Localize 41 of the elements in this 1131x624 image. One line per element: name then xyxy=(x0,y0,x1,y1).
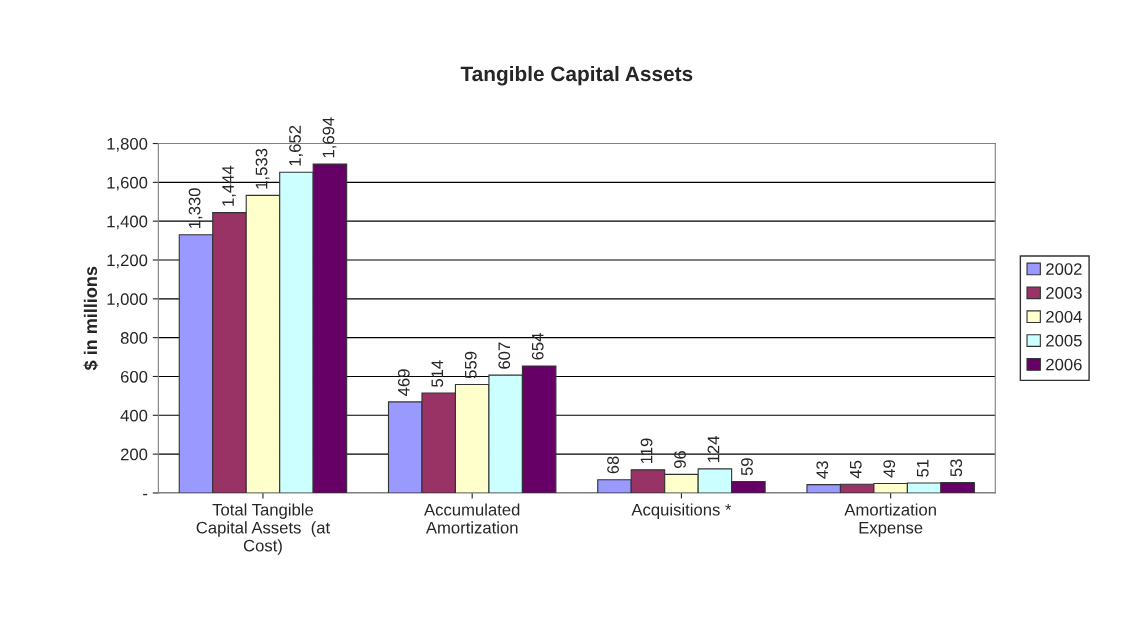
y-tick-label: 1,600 xyxy=(107,176,148,191)
data-label: 51 xyxy=(916,459,929,477)
y-tick-label: 400 xyxy=(120,409,148,422)
y-axis-title: $ in millions xyxy=(83,266,99,371)
y-tick-label: - xyxy=(143,493,148,496)
legend-label: 2003 xyxy=(1046,287,1082,299)
legend-label: 2005 xyxy=(1046,334,1082,347)
legend-label: 2004 xyxy=(1046,310,1082,323)
data-label: 124 xyxy=(707,436,720,463)
y-tick-label: 1,000 xyxy=(107,293,148,307)
data-label: 559 xyxy=(464,351,477,379)
data-label: 43 xyxy=(816,461,829,479)
x-tick-label: Total Tangible Capital Assets (at Cost) xyxy=(196,503,330,555)
data-label: 1,652 xyxy=(289,125,303,166)
y-tick-label: 1,400 xyxy=(107,215,148,230)
data-label: 49 xyxy=(883,460,896,478)
y-tick-label: 800 xyxy=(120,332,148,344)
x-tick-label: Accumulated Amortization xyxy=(424,503,520,534)
data-label: 1,533 xyxy=(255,148,270,189)
legend-label: 2006 xyxy=(1046,358,1082,371)
x-tick-label: Amortization Expense xyxy=(844,503,936,537)
data-label: 514 xyxy=(431,360,444,387)
data-label: 96 xyxy=(674,450,686,468)
y-tick-label: 1,200 xyxy=(107,254,148,269)
data-label: 45 xyxy=(850,460,862,479)
data-label: 68 xyxy=(607,456,619,474)
y-tick-label: 1,800 xyxy=(107,137,148,152)
data-label: 607 xyxy=(498,342,511,369)
y-tick-label: 200 xyxy=(120,448,148,461)
data-label: 469 xyxy=(397,369,410,396)
data-label: 1,330 xyxy=(188,188,203,228)
data-label: 654 xyxy=(531,333,544,360)
data-label: 59 xyxy=(741,458,753,476)
data-label: 53 xyxy=(950,459,963,477)
data-label: 1,444 xyxy=(222,165,236,206)
data-label: 1,694 xyxy=(322,117,337,158)
chart-title: Tangible Capital Assets xyxy=(460,65,693,86)
legend-label: 2002 xyxy=(1046,263,1082,275)
x-tick-label: Acquisitions * xyxy=(631,503,732,519)
y-tick-label: 600 xyxy=(120,370,148,383)
data-label: 119 xyxy=(640,438,653,464)
